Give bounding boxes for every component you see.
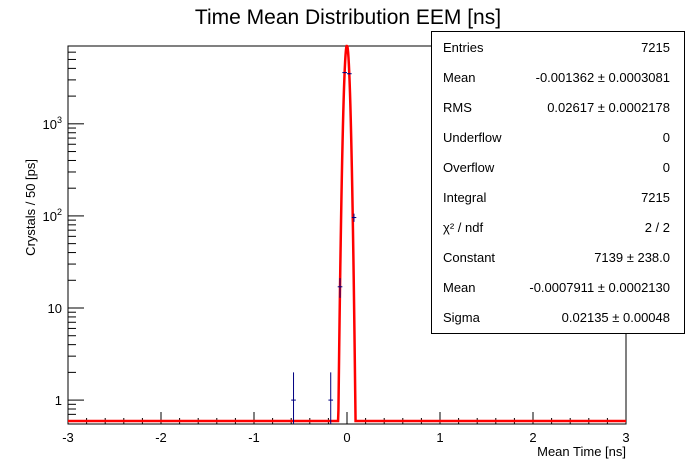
data-point — [337, 278, 343, 298]
gaussian-fit-line — [68, 44, 626, 423]
data-point — [291, 372, 296, 424]
stats-row: Sigma 0.02135 ± 0.00048 — [432, 302, 684, 332]
x-tick-label: -2 — [155, 430, 167, 445]
x-axis-label: Mean Time [ns] — [537, 444, 626, 459]
stats-label: Underflow — [443, 130, 502, 145]
stats-row: Underflow 0 — [432, 122, 684, 152]
data-point — [328, 372, 334, 424]
stats-row: Overflow 0 — [432, 152, 684, 182]
stats-label: Integral — [443, 190, 487, 205]
stats-value: 7139 ± 238.0 — [594, 250, 670, 265]
stats-row: Entries 7215 — [432, 32, 684, 62]
stats-box: Entries 7215 Mean -0.001362 ± 0.0003081 RMS 0… — [431, 31, 685, 334]
stats-value: 0 — [662, 130, 670, 145]
x-axis: -3 -2 -1 0 1 2 3 — [62, 412, 630, 445]
fit-curve-layer — [68, 44, 626, 423]
stats-label: Sigma — [443, 310, 480, 325]
data-point — [347, 73, 352, 75]
data-points-layer — [291, 71, 357, 424]
stats-row: Mean -0.0007911 ± 0.0002130 — [432, 272, 684, 302]
x-tick-label: -1 — [248, 430, 260, 445]
stats-label: Constant — [443, 250, 496, 265]
x-tick-label: 1 — [436, 430, 443, 445]
y-tick-label: 102 — [43, 207, 62, 224]
stats-value: 0.02135 ± 0.00048 — [561, 310, 670, 325]
y-axis-label: Crystals / 50 [ps] — [23, 159, 38, 256]
stats-value: 2 / 2 — [644, 220, 670, 235]
stats-label: Overflow — [443, 160, 495, 175]
y-tick-label: 1 — [55, 393, 62, 408]
stats-label: Mean — [443, 280, 476, 295]
stats-value: -0.001362 ± 0.0003081 — [535, 70, 670, 85]
x-tick-label: 3 — [622, 430, 629, 445]
data-point — [351, 213, 357, 222]
y-tick-label: 10 — [48, 301, 62, 316]
stats-label: Mean — [443, 70, 476, 85]
stats-value: 7215 — [641, 40, 670, 55]
stats-label: RMS — [443, 100, 472, 115]
stats-value: 7215 — [641, 190, 670, 205]
stats-row: Mean -0.001362 ± 0.0003081 — [432, 62, 684, 92]
stats-row: χ² / ndf 2 / 2 — [432, 212, 684, 242]
stats-row: Integral 7215 — [432, 182, 684, 212]
x-tick-label: 0 — [343, 430, 350, 445]
stats-value: 0 — [662, 160, 670, 175]
data-point — [342, 71, 347, 74]
x-tick-label: -3 — [62, 430, 74, 445]
chart-title: Time Mean Distribution EEM [ns] — [195, 6, 501, 29]
y-tick-label: 103 — [43, 115, 62, 132]
x-tick-label: 2 — [529, 430, 536, 445]
stats-row: Constant 7139 ± 238.0 — [432, 242, 684, 272]
y-axis: 1 10 102 103 — [43, 45, 84, 422]
stats-label: χ² / ndf — [443, 220, 484, 235]
stats-value: 0.02617 ± 0.0002178 — [547, 100, 670, 115]
stats-value: -0.0007911 ± 0.0002130 — [529, 280, 670, 295]
stats-label: Entries — [443, 40, 484, 55]
stats-row: RMS 0.02617 ± 0.0002178 — [432, 92, 684, 122]
